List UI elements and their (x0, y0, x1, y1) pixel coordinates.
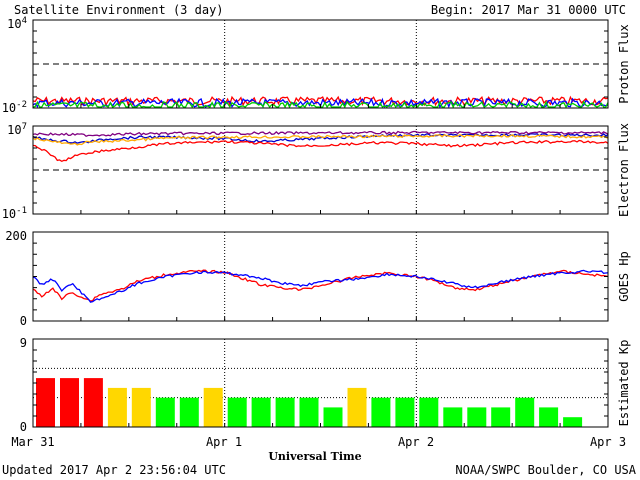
kp-bar (227, 397, 247, 427)
panel-frame (32, 231, 609, 322)
kp-bar (371, 397, 391, 427)
y-axis-label: Proton Flux (617, 24, 631, 103)
series-line-1 (32, 269, 609, 302)
plot-title: Satellite Environment (3 day) (14, 3, 224, 17)
y-axis-label: GOES Hp (617, 251, 631, 302)
y-tick-label-bottom: 0 (20, 420, 27, 434)
x-axis-label: Universal Time (268, 450, 361, 463)
kp-bar (299, 397, 319, 427)
y-tick-label-top: 9 (20, 336, 27, 350)
kp-bar (563, 417, 583, 427)
kp-bar (155, 397, 175, 427)
y-tick-label-top: 107 (7, 122, 27, 137)
kp-bar (419, 397, 439, 427)
kp-bar (323, 407, 343, 427)
kp-bar (251, 397, 271, 427)
kp-bar (467, 407, 487, 427)
series-line-3 (32, 133, 609, 146)
series-line-2 (32, 269, 609, 303)
series-line-2 (32, 130, 609, 137)
panel-2: 107 10-1 Electron Flux (2, 122, 631, 221)
kp-bar (203, 387, 223, 427)
kp-bar (107, 387, 127, 427)
y-axis-label: Electron Flux (617, 123, 631, 217)
panel-3: 200 0 GOES Hp (5, 229, 631, 328)
panels: 104 10-2 Proton Flux 107 10-1 Electron Flux 20… (2, 16, 631, 434)
y-tick-label-top: 104 (7, 16, 27, 31)
kp-bar (491, 407, 511, 427)
panel-4: 9 0 Estimated Kp (20, 336, 631, 434)
x-tick-label-0: Mar 31 (11, 435, 54, 449)
kp-bar (36, 378, 55, 427)
kp-bar (60, 378, 79, 427)
kp-bar (347, 387, 367, 427)
y-tick-label-top: 200 (5, 229, 27, 243)
kp-bar (395, 397, 415, 427)
panel-frame (32, 19, 609, 109)
series-line-4 (32, 139, 609, 163)
kp-bar (515, 397, 535, 427)
y-tick-label-bottom: 10-1 (2, 206, 27, 221)
kp-bar (443, 407, 463, 427)
y-axis-label: Estimated Kp (617, 340, 631, 427)
x-tick-label-2: Apr 2 (398, 435, 434, 449)
y-tick-label-bottom: 10-2 (2, 100, 27, 115)
begin-time: Begin: 2017 Mar 31 0000 UTC (431, 3, 626, 17)
x-tick-label-3: Apr 3 (590, 435, 626, 449)
updated-time: Updated 2017 Apr 2 23:56:04 UTC (2, 463, 226, 477)
panel-1: 104 10-2 Proton Flux (2, 16, 631, 115)
kp-bar (275, 397, 295, 427)
kp-bar (179, 397, 199, 427)
kp-bar (131, 387, 151, 427)
y-tick-label-bottom: 0 (20, 314, 27, 328)
credit-text: NOAA/SWPC Boulder, CO USA (455, 463, 636, 477)
x-tick-label-1: Apr 1 (206, 435, 242, 449)
kp-bar (539, 407, 559, 427)
series-line-1 (32, 95, 609, 107)
kp-bar (83, 378, 103, 427)
